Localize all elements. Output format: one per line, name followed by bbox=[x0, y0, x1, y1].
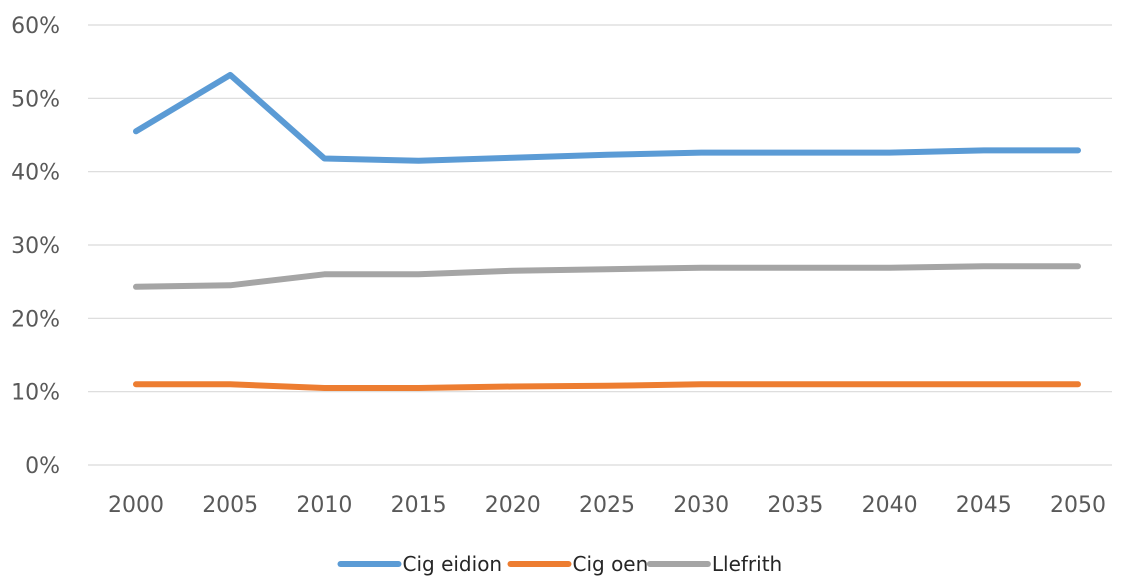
x-tick-label: 2030 bbox=[673, 493, 729, 518]
x-axis-ticks: 2000 2005 2010 2015 2020 2025 2030 2035 2040 2045… bbox=[108, 493, 1106, 518]
y-tick-label: 30% bbox=[11, 234, 60, 259]
x-tick-label: 2040 bbox=[862, 493, 918, 518]
y-tick-label: 50% bbox=[11, 87, 60, 112]
legend-item-cig-oen: Cig oen bbox=[507, 552, 649, 576]
y-tick-label: 60% bbox=[11, 14, 60, 39]
series-line-cig-oen bbox=[133, 381, 1081, 391]
legend-label: Cig oen bbox=[573, 552, 649, 576]
legend: Cig eidion Cig oen Llefrith bbox=[337, 552, 782, 576]
x-tick-label: 2015 bbox=[391, 493, 447, 518]
x-tick-label: 2045 bbox=[956, 493, 1012, 518]
legend-item-llefrith: Llefrith bbox=[646, 552, 782, 576]
x-tick-label: 2005 bbox=[202, 493, 258, 518]
x-tick-label: 2035 bbox=[767, 493, 823, 518]
y-tick-label: 10% bbox=[11, 381, 60, 406]
x-tick-label: 2020 bbox=[485, 493, 541, 518]
y-tick-label: 20% bbox=[11, 307, 60, 332]
series-lines bbox=[133, 71, 1081, 391]
x-tick-label: 2050 bbox=[1050, 493, 1106, 518]
legend-item-cig-eidion: Cig eidion bbox=[337, 552, 503, 576]
x-tick-label: 2000 bbox=[108, 493, 164, 518]
x-tick-label: 2025 bbox=[579, 493, 635, 518]
series-line-llefrith bbox=[133, 263, 1081, 290]
y-tick-label: 40% bbox=[11, 161, 60, 186]
gridlines bbox=[88, 24, 1112, 466]
y-tick-label: 0% bbox=[25, 454, 60, 479]
legend-label: Llefrith bbox=[712, 552, 782, 576]
x-tick-label: 2010 bbox=[296, 493, 352, 518]
series-line-cig-eidion bbox=[133, 71, 1081, 164]
y-axis-ticks: 0% 10% 20% 30% 40% 50% 60% bbox=[11, 14, 60, 479]
legend-label: Cig eidion bbox=[403, 552, 503, 576]
